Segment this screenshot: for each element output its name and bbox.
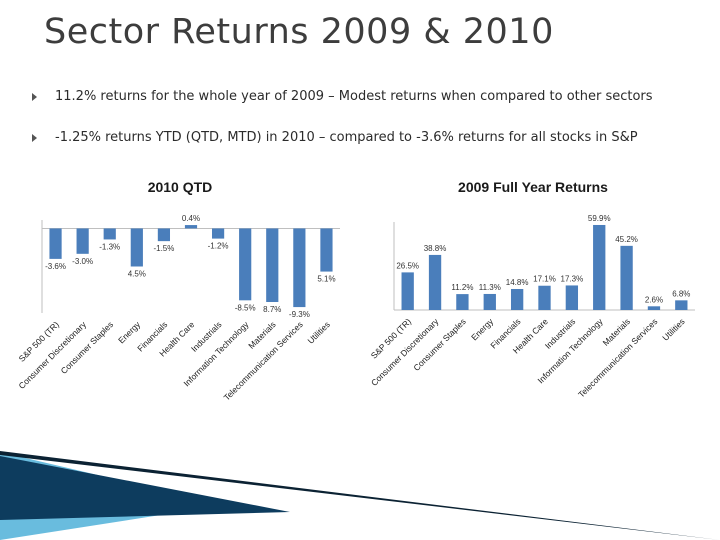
bullet-arrow-icon [32, 134, 37, 142]
bar-2 [456, 294, 469, 310]
data-label-2: 11.2% [451, 283, 473, 292]
bullet-arrow-icon [32, 93, 37, 101]
bar-6 [211, 228, 225, 239]
data-label-7: -8.5% [235, 303, 256, 312]
category-label-3: Energy [469, 316, 496, 343]
swoosh-thin-line [0, 451, 720, 540]
slide-title: Sector Returns 2009 & 2010 [44, 12, 554, 52]
bar-1 [76, 228, 89, 254]
data-label-9: 2.6% [645, 295, 663, 304]
bar-3 [130, 228, 143, 267]
bar-1 [428, 254, 442, 310]
bullet-text-2: -1.25% returns YTD (QTD, MTD) in 2010 – … [55, 130, 638, 145]
bar-3 [483, 293, 496, 310]
data-label-4: -1.5% [153, 244, 174, 253]
bar-7 [593, 224, 606, 310]
bar-0 [401, 272, 414, 310]
bullet-text-1: 11.2% returns for the whole year of 2009… [55, 89, 653, 104]
data-label-8: 45.2% [615, 235, 638, 244]
data-label-4: 14.8% [506, 278, 529, 287]
chart-2010-qtd: 2010 QTD-3.6%S&P 500 (TR)-3.0%Consumer D… [17, 179, 340, 403]
bar-4 [157, 228, 171, 242]
bar-4 [510, 288, 524, 310]
data-label-6: -1.2% [208, 242, 229, 251]
category-label-2: Consumer Staples [411, 316, 468, 373]
category-label-2: Consumer Staples [59, 319, 116, 376]
bar-9 [647, 306, 661, 310]
swoosh-dark-band [0, 456, 290, 520]
data-label-6: 17.3% [561, 274, 584, 283]
bar-9 [293, 228, 306, 308]
data-label-5: 0.4% [182, 214, 200, 223]
category-label-10: Utilities [660, 316, 686, 342]
bar-5 [184, 225, 198, 229]
bar-0 [49, 228, 62, 259]
data-label-10: 5.1% [317, 275, 335, 284]
data-label-9: -9.3% [289, 310, 310, 319]
data-label-7: 59.9% [588, 214, 611, 223]
data-label-8: 8.7% [263, 305, 281, 314]
bar-2 [103, 228, 116, 240]
data-label-0: 26.5% [396, 261, 419, 270]
chart-title: 2009 Full Year Returns [458, 179, 608, 195]
chart-title: 2010 QTD [148, 179, 213, 195]
bar-7 [239, 228, 252, 301]
data-label-3: 11.3% [479, 283, 501, 292]
data-label-2: -1.3% [99, 242, 120, 251]
swoosh-light-band [0, 452, 225, 540]
data-label-1: 38.8% [424, 244, 447, 253]
bar-8 [266, 228, 279, 303]
bar-8 [620, 245, 633, 310]
data-label-0: -3.6% [45, 262, 66, 271]
bar-10 [675, 300, 688, 310]
data-label-5: 17.1% [533, 275, 556, 284]
data-label-1: -3.0% [72, 257, 93, 266]
category-label-10: Utilities [305, 319, 331, 345]
bar-6 [565, 285, 579, 310]
data-label-3: 4.5% [128, 270, 146, 279]
bar-5 [538, 285, 551, 310]
data-label-10: 6.8% [672, 289, 690, 298]
bar-10 [320, 228, 333, 272]
